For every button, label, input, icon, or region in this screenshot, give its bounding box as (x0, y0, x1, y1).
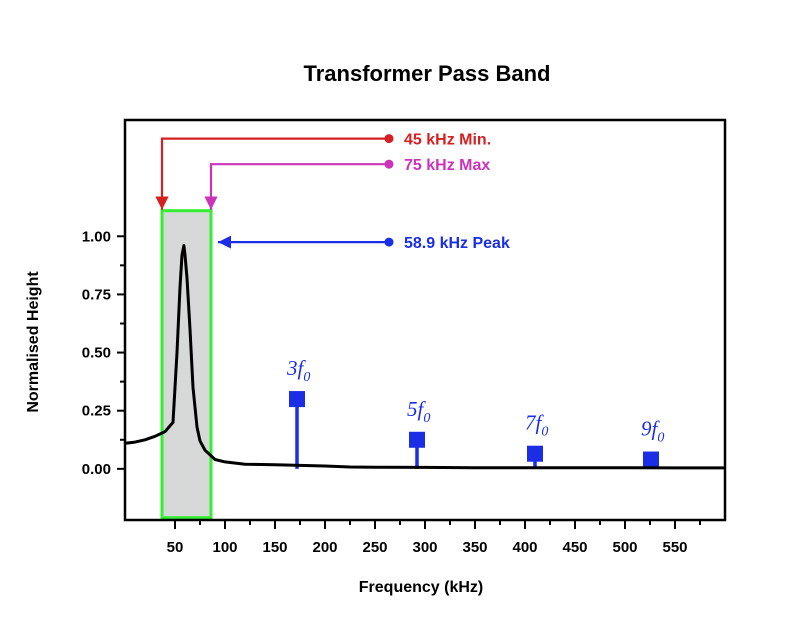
annotation-dot (384, 134, 394, 144)
x-tick-label: 450 (562, 539, 587, 556)
harmonic-label: 3f0 (286, 356, 310, 385)
y-tick-label: 0.25 (82, 403, 111, 420)
x-tick-label: 550 (662, 539, 687, 556)
harmonic-marker (527, 445, 543, 462)
annotation-label: 45 kHz Min. (404, 132, 491, 149)
harmonic-label-base: f (298, 356, 307, 380)
x-tick-label: 200 (312, 539, 337, 556)
harmonic-label-coeff: 9 (641, 417, 652, 441)
harmonic-marker (289, 391, 305, 408)
x-tick-label: 100 (212, 539, 237, 556)
x-tick-label: 500 (612, 539, 637, 556)
harmonic-label-base: f (536, 411, 545, 435)
x-tick-label: 400 (512, 539, 537, 556)
response-curve (124, 244, 725, 470)
x-tick-label: 250 (362, 539, 387, 556)
harmonic-label-coeff: 7 (525, 411, 537, 435)
x-tick-label: 50 (167, 539, 184, 556)
annotation-dot (384, 159, 394, 169)
harmonic-label-base: f (418, 397, 427, 421)
annotation-dot (384, 237, 394, 247)
harmonic-marker (643, 451, 659, 468)
annotations: 45 kHz Min. 75 kHz Max 58.9 kHz Peak (155, 132, 510, 252)
harmonic-label-sub: 0 (657, 431, 664, 446)
annotation-label: 75 kHz Max (404, 157, 490, 174)
harmonic-label: 9f0 (641, 417, 664, 446)
harmonic-label: 7f0 (525, 411, 548, 440)
x-axis-label: Frequency (kHz) (359, 579, 483, 596)
y-tick-label: 0.75 (82, 286, 111, 303)
harmonic-label-base: f (652, 417, 661, 441)
harmonic-label-sub: 0 (423, 411, 430, 426)
harmonic-label: 5f0 (407, 397, 430, 426)
harmonic-label-coeff: 3 (286, 356, 298, 380)
y-tick-label: 1.00 (82, 228, 111, 245)
harmonic-label-sub: 0 (303, 370, 310, 385)
x-tick-label: 350 (462, 539, 487, 556)
harmonic-label-sub: 0 (541, 425, 548, 440)
harmonic-label-coeff: 5 (407, 397, 418, 421)
x-tick-label: 150 (262, 539, 287, 556)
x-tick-label: 300 (412, 539, 437, 556)
annotation-arrow (204, 163, 389, 210)
chart-title: Transformer Pass Band (304, 61, 551, 86)
harmonic-marker (409, 431, 425, 448)
y-axis-label: Normalised Height (25, 271, 42, 413)
axis-ticks: 50 100 150 200 250 300 350 400 450 500 5500.000.25… (82, 228, 701, 556)
y-tick-label: 0.00 (82, 461, 111, 478)
y-tick-label: 0.50 (82, 345, 111, 362)
annotation-label: 58.9 kHz Peak (404, 235, 510, 252)
annotation-arrow (155, 137, 389, 210)
